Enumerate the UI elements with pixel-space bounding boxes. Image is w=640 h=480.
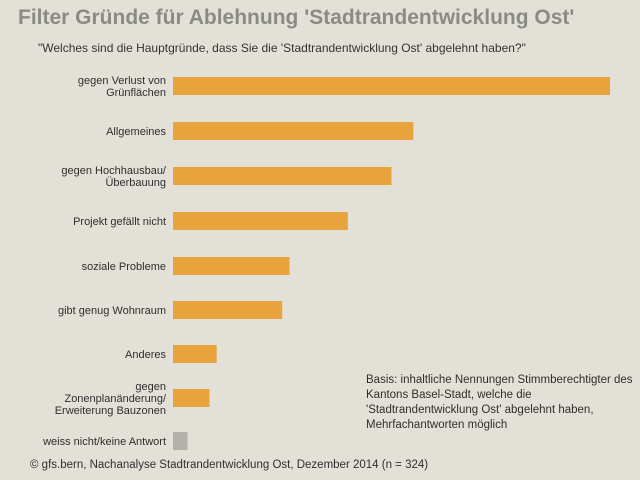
bar-3 [173, 167, 392, 185]
bar-8 [173, 389, 210, 407]
chart-title: Filter Gründe für Ablehnung 'Stadtranden… [18, 6, 575, 29]
category-label-5: soziale Probleme [82, 261, 166, 273]
category-label-4: Projekt gefällt nicht [73, 216, 166, 228]
category-label-8: gegen Zonenplanänderung/Erweiterung Bauzo… [55, 381, 167, 417]
bar-5 [173, 257, 290, 275]
survey-question: "Welches sind die Hauptgründe, dass Sie … [38, 41, 526, 55]
category-label-3: gegen Hochhausbau/Überbauung [61, 165, 167, 189]
bar-4 [173, 212, 348, 230]
bar-9 [173, 432, 188, 450]
bar-7 [173, 345, 217, 363]
category-label-1: gegen Verlust von Grünflächen [78, 75, 166, 99]
bar-2 [173, 122, 414, 140]
basis-note: Basis: inhaltliche Nennungen Stimmberech… [366, 374, 633, 431]
category-label-6: gibt genug Wohnraum [58, 305, 166, 317]
category-label-7: Anderes [125, 349, 166, 361]
source-footer: © gfs.bern, Nachanalyse Stadtrandentwick… [30, 459, 429, 471]
category-label-2: Allgemeines [106, 126, 166, 138]
category-label-9: weiss nicht/keine Antwort [42, 436, 166, 448]
bar-1 [173, 77, 610, 95]
bar-6 [173, 301, 283, 319]
